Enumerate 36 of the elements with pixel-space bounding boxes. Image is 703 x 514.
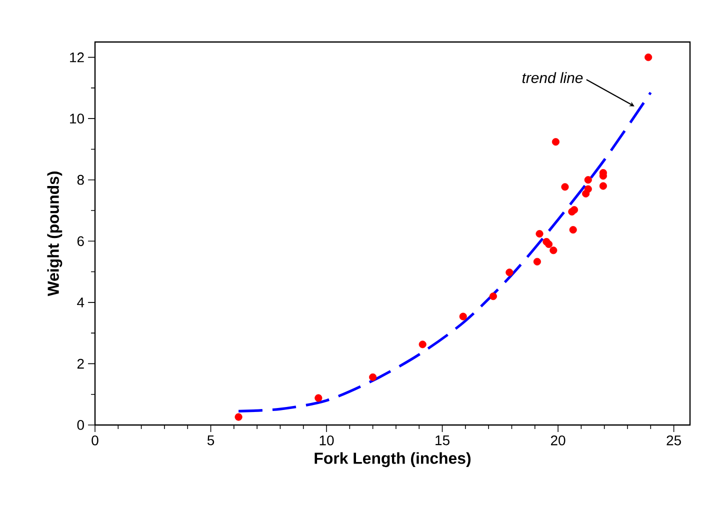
point (418, 340, 426, 348)
point (644, 54, 652, 62)
point (536, 230, 544, 238)
point (584, 176, 592, 184)
y-tick-label: 8 (77, 174, 84, 185)
point (314, 394, 322, 402)
point (584, 185, 592, 193)
point (550, 246, 558, 254)
y-tick-label: 0 (77, 420, 84, 430)
point (552, 138, 560, 146)
x-axis-title: Fork Length (inches) (314, 452, 471, 468)
x-tick-label: 25 (666, 435, 681, 446)
y-tick-label: 2 (77, 358, 84, 369)
y-tick-label: 4 (77, 298, 84, 308)
line-series (237, 91, 652, 412)
point (599, 182, 607, 190)
point (369, 373, 377, 381)
annotation: trend line (522, 72, 583, 84)
y-tick-label: 10 (70, 114, 84, 124)
y-tick-label: 12 (70, 52, 84, 62)
y-axis-title: Weight (pounds) (47, 172, 62, 296)
x-tick-label: 5 (207, 435, 214, 446)
point (506, 268, 514, 276)
point (533, 258, 541, 266)
point (489, 292, 498, 300)
x-tick-label: 0 (92, 435, 98, 446)
point (459, 312, 467, 320)
y-tick-label: 6 (77, 236, 84, 246)
point (545, 240, 553, 248)
x-tick-label: 15 (436, 435, 450, 446)
point (569, 226, 577, 234)
point (570, 206, 578, 214)
point (234, 413, 242, 421)
point (561, 183, 569, 191)
x-tick-label: 20 (550, 435, 566, 446)
x-tick-label: 10 (320, 435, 334, 446)
